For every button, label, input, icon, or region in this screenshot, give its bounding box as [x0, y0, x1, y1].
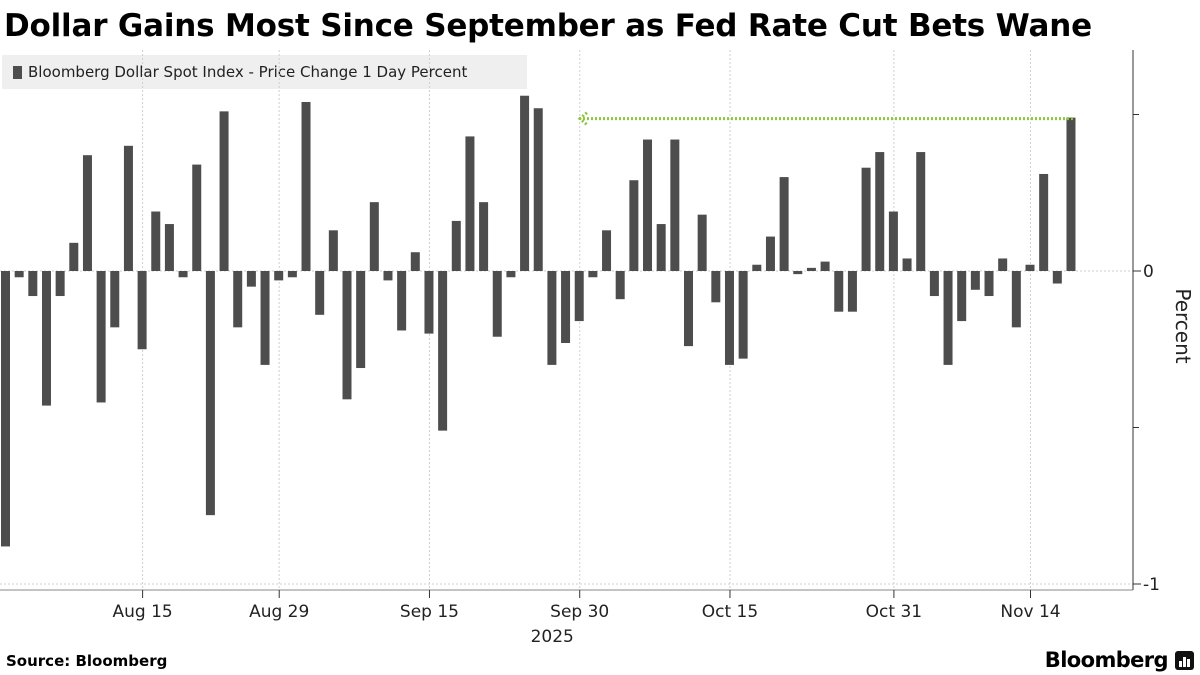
bar [902, 258, 912, 271]
legend-swatch [13, 65, 22, 79]
bar [547, 271, 557, 365]
bar [820, 261, 830, 271]
bar [779, 177, 789, 271]
bar [875, 152, 885, 271]
bar [410, 252, 420, 271]
bar [561, 271, 571, 343]
x-tick-label: Oct 31 [866, 602, 922, 622]
bar [629, 180, 639, 271]
legend: Bloomberg Dollar Spot Index - Price Chan… [2, 55, 527, 89]
chart-title: Dollar Gains Most Since September as Fed… [4, 8, 1092, 44]
y-tick-label: -1 [1143, 575, 1160, 595]
bar [520, 95, 530, 271]
y-tick-label: 0 [1143, 262, 1154, 282]
bar [424, 271, 434, 334]
bar [246, 271, 256, 287]
bar [847, 271, 857, 312]
bar [861, 167, 871, 271]
bar [342, 271, 352, 400]
bar [724, 271, 734, 365]
x-tick-label: Sep 15 [400, 602, 459, 622]
bar [397, 271, 407, 331]
bar [164, 224, 174, 271]
bar [328, 230, 338, 271]
bar [998, 258, 1008, 271]
bar [602, 230, 612, 271]
x-tick-label: Aug 29 [249, 602, 309, 622]
bar [684, 271, 693, 347]
bar [287, 271, 297, 278]
bar [1011, 271, 1021, 328]
bar [465, 136, 475, 271]
bar [178, 271, 188, 278]
bar [957, 271, 967, 322]
bar [643, 139, 653, 271]
bar [110, 271, 120, 328]
bar [1066, 117, 1076, 271]
bar [1, 271, 10, 547]
bar [451, 220, 461, 271]
x-tick-label: Sep 30 [550, 602, 609, 622]
bar [615, 271, 625, 300]
bar [656, 224, 666, 271]
bar [1052, 271, 1062, 284]
bar [574, 271, 584, 322]
bar [205, 271, 215, 516]
bar [793, 271, 803, 275]
bar [984, 271, 994, 297]
bar [123, 145, 133, 271]
x-tick-label: Nov 14 [1000, 602, 1060, 622]
bar [943, 271, 953, 365]
bar [588, 271, 598, 278]
bar [219, 111, 229, 272]
bar [834, 271, 844, 312]
bar [916, 152, 926, 271]
bar [260, 271, 270, 365]
x-year-label: 2025 [531, 627, 574, 647]
bar [383, 271, 393, 281]
bar [970, 271, 980, 290]
bar [137, 271, 147, 350]
x-tick-label: Oct 15 [702, 602, 758, 622]
bar [274, 271, 284, 281]
bar [14, 271, 24, 278]
bar [752, 264, 762, 271]
x-tick-label: Aug 15 [112, 602, 172, 622]
bar [670, 139, 680, 271]
bar [492, 271, 502, 337]
bar [765, 236, 775, 271]
bar [301, 101, 311, 271]
bar [929, 271, 939, 297]
bar [41, 271, 51, 406]
bar [806, 267, 816, 271]
bar [738, 271, 748, 359]
y-axis-title: Percent [1171, 288, 1195, 363]
bar [479, 202, 489, 271]
bar [711, 271, 721, 303]
bar [28, 271, 38, 297]
bar [1039, 173, 1049, 271]
bar [69, 242, 79, 271]
bar [82, 155, 92, 271]
bar [151, 211, 161, 271]
bar [533, 108, 543, 272]
bloomberg-terminal-icon [1175, 651, 1194, 670]
brand-logo: Bloomberg [1044, 648, 1169, 672]
bar [192, 164, 202, 271]
bar [1025, 264, 1035, 271]
bar [96, 271, 106, 403]
bar [233, 271, 243, 328]
bar [506, 271, 516, 278]
legend-label: Bloomberg Dollar Spot Index - Price Chan… [28, 63, 468, 81]
bar [55, 271, 65, 297]
bar [697, 214, 707, 271]
bar [356, 271, 366, 369]
bar [315, 271, 325, 315]
annotation-arrowhead [577, 111, 588, 126]
bar [438, 271, 448, 431]
bar [888, 211, 898, 271]
source-note: Source: Bloomberg [6, 652, 168, 670]
bar [369, 202, 379, 271]
